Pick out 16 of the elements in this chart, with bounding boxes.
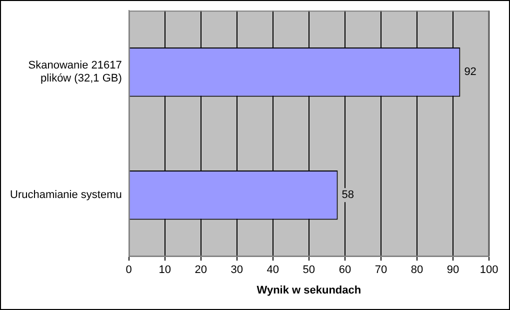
y-tick-label: Uruchamianie systemu (10, 189, 122, 202)
x-tick-label: 50 (302, 264, 316, 276)
x-tick-label: 70 (374, 264, 388, 276)
x-tick-label: 20 (194, 264, 208, 276)
x-tick-label: 80 (410, 264, 424, 276)
x-axis-title: Wynik w sekundach (256, 284, 362, 296)
data-label: 58 (342, 189, 354, 202)
x-tick-label: 40 (266, 264, 280, 276)
x-tick-label: 90 (446, 264, 460, 276)
x-tick-label: 60 (338, 264, 352, 276)
x-tick-label: 30 (230, 264, 244, 276)
x-tick-label: 100 (480, 264, 498, 276)
x-tick-label: 0 (126, 264, 132, 276)
x-tick-label: 10 (158, 264, 172, 276)
y-tick-label: Skanowanie 21617 plików (32,1 GB) (28, 60, 122, 85)
data-label: 92 (464, 66, 476, 78)
